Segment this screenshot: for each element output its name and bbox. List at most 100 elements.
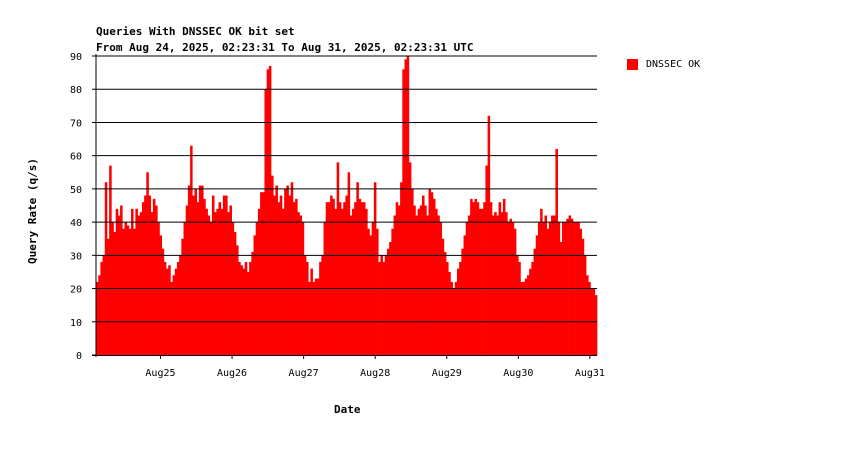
bar — [380, 255, 383, 355]
bar — [238, 261, 241, 355]
bar — [133, 228, 136, 355]
bar — [450, 281, 453, 355]
bar — [152, 198, 156, 355]
bar — [281, 208, 285, 355]
bar — [122, 228, 125, 355]
bar — [207, 215, 211, 355]
bar — [284, 188, 287, 355]
bar — [566, 218, 569, 355]
legend-label: DNSSEC OK — [646, 59, 701, 70]
bar — [222, 195, 226, 355]
bar — [509, 218, 513, 355]
y-tick-label: 50 — [70, 185, 82, 196]
bar — [131, 208, 134, 355]
x-tick-label: Aug27 — [289, 368, 319, 379]
bar — [168, 265, 171, 355]
bar — [459, 261, 462, 355]
bar — [299, 215, 302, 355]
bar — [260, 192, 263, 355]
bar — [139, 212, 143, 355]
bar — [421, 195, 425, 355]
bar — [415, 215, 418, 355]
bar — [229, 205, 232, 355]
bar — [531, 261, 534, 355]
bar — [505, 212, 508, 355]
x-axis-label: Date — [334, 403, 361, 416]
bar — [367, 228, 370, 355]
bar — [345, 195, 348, 355]
bar — [227, 212, 230, 355]
bar — [240, 265, 243, 355]
bar — [400, 182, 403, 355]
bar — [126, 225, 130, 355]
bar — [314, 278, 318, 355]
bar — [117, 215, 121, 355]
bar — [424, 205, 427, 355]
bar — [432, 198, 436, 355]
bar — [198, 185, 202, 355]
bar — [109, 165, 112, 355]
bar — [551, 215, 554, 355]
bar — [343, 202, 346, 355]
bar — [437, 215, 440, 355]
bar — [553, 215, 556, 355]
bar — [327, 202, 331, 355]
bar — [181, 238, 184, 355]
bar — [338, 202, 342, 355]
bar — [275, 185, 278, 355]
bar — [319, 261, 322, 355]
bar — [498, 202, 502, 355]
x-tick-label: Aug26 — [217, 368, 247, 379]
bar — [586, 275, 589, 355]
bar — [290, 182, 294, 355]
bar — [430, 192, 434, 355]
bar — [233, 232, 237, 355]
bar — [516, 255, 519, 355]
bar — [159, 235, 162, 355]
x-tick-label: Aug28 — [360, 368, 390, 379]
bar — [242, 268, 246, 355]
bar — [487, 115, 491, 355]
legend-swatch — [627, 59, 638, 70]
bar — [362, 202, 366, 355]
bar — [354, 202, 357, 355]
bar — [411, 188, 414, 355]
y-tick-label: 70 — [70, 118, 82, 129]
bar — [273, 195, 276, 355]
chart-subtitle: From Aug 24, 2025, 02:23:31 To Aug 31, 2… — [96, 41, 474, 54]
y-tick-label: 40 — [70, 218, 82, 229]
bar — [579, 228, 583, 355]
bar — [402, 69, 405, 355]
bar — [176, 261, 180, 355]
bar — [356, 182, 359, 355]
bar — [312, 281, 316, 355]
x-tick-label: Aug31 — [575, 368, 605, 379]
bar — [334, 208, 338, 355]
bar — [413, 205, 416, 355]
bar — [417, 208, 421, 355]
bar — [185, 205, 189, 355]
bar — [295, 198, 298, 355]
bar — [419, 205, 423, 355]
bar — [481, 208, 484, 355]
bar — [214, 212, 217, 355]
bar — [266, 69, 270, 355]
bar — [496, 215, 499, 355]
bar — [190, 145, 193, 355]
bar — [244, 261, 248, 355]
bar — [358, 198, 362, 355]
bar — [306, 261, 309, 355]
bar — [533, 248, 537, 355]
bar — [115, 208, 119, 355]
bar — [520, 281, 523, 355]
bar — [365, 208, 368, 355]
bar — [262, 192, 265, 355]
bar — [397, 205, 401, 355]
bar — [321, 255, 324, 355]
bar — [555, 149, 558, 355]
bar — [174, 268, 178, 355]
y-tick-label: 10 — [70, 318, 82, 329]
bar — [470, 198, 473, 355]
